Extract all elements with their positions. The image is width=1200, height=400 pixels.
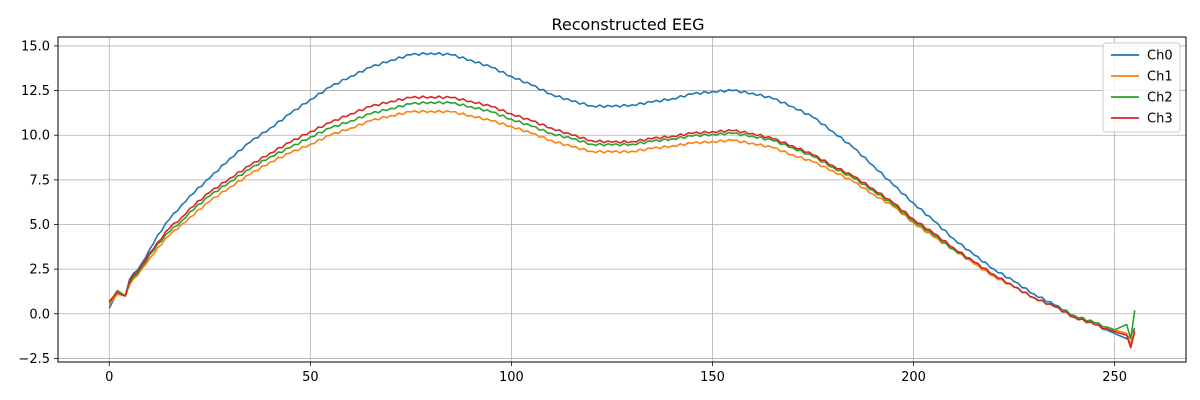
series-line-ch0 <box>108 51 1136 340</box>
legend-label-ch3: Ch3 <box>1147 112 1173 127</box>
legend-label-ch0: Ch0 <box>1147 49 1173 64</box>
y-tick-label: −2.5 <box>18 352 50 367</box>
legend-box <box>1102 42 1181 133</box>
legend: Ch0 Ch1 Ch2 Ch3 <box>1102 42 1181 133</box>
x-tick-label: 200 <box>901 370 926 385</box>
y-tick-label: 15.0 <box>21 39 50 54</box>
tick-layer: 0 50 100 150 200 250 −2.5 0.0 2.5 5.0 7.5 10.0 12.5 1… <box>18 39 1127 385</box>
y-tick-label: 2.5 <box>29 263 50 278</box>
series-line-ch3 <box>108 95 1136 349</box>
y-tick-label: 10.0 <box>21 129 50 144</box>
legend-label-ch2: Ch2 <box>1147 91 1173 106</box>
x-tick-label: 50 <box>302 370 319 385</box>
chart-title: Reconstructed EEG <box>551 15 704 34</box>
y-tick-label: 12.5 <box>21 84 50 99</box>
x-tick-label: 250 <box>1102 370 1127 385</box>
x-tick-label: 0 <box>105 370 113 385</box>
legend-label-ch1: Ch1 <box>1147 70 1173 85</box>
series-layer <box>108 51 1136 349</box>
y-tick-label: 7.5 <box>29 173 50 188</box>
x-tick-label: 150 <box>700 370 725 385</box>
x-tick-label: 100 <box>499 370 524 385</box>
plot-area-frame <box>57 36 1187 363</box>
y-tick-label: 5.0 <box>29 218 50 233</box>
y-tick-label: 0.0 <box>29 307 50 322</box>
